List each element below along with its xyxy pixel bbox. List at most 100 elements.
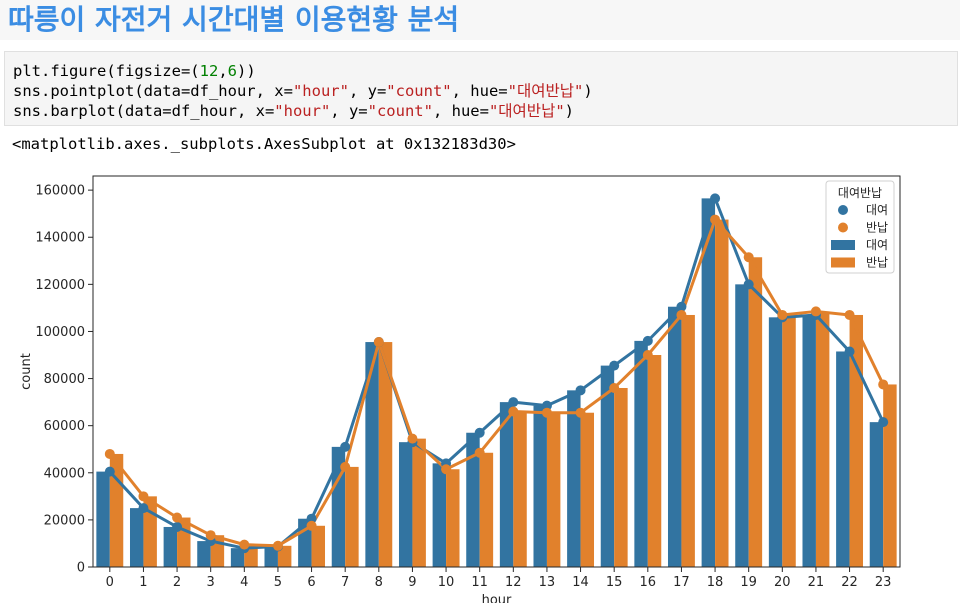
x-tick-label: 17 — [673, 575, 690, 590]
bar-return — [378, 342, 393, 567]
bar-rent — [331, 446, 346, 567]
y-tick-label: 100000 — [35, 325, 85, 340]
point-return — [239, 539, 250, 550]
x-tick-label: 6 — [307, 575, 315, 590]
x-tick-label: 19 — [740, 575, 757, 590]
bar-return — [715, 219, 729, 567]
point-rent — [710, 193, 721, 204]
y-tick-label: 160000 — [35, 184, 85, 199]
legend-label: 대여 — [866, 203, 888, 217]
code-cell[interactable]: plt.figure(figsize=(12,6)) sns.pointplot… — [4, 51, 958, 126]
bar-return — [546, 412, 561, 567]
legend-marker — [838, 222, 848, 233]
bar-return — [311, 525, 326, 567]
bar-return — [277, 545, 292, 567]
point-return — [508, 406, 519, 417]
legend-swatch — [831, 257, 855, 268]
code-token: , y= — [330, 102, 368, 120]
code-line-3: sns.barplot(data=df_hour, x="hour", y="c… — [13, 101, 574, 121]
bar-return — [849, 314, 864, 567]
x-tick-label: 23 — [875, 575, 892, 590]
y-tick-label: 60000 — [44, 419, 85, 434]
code-token: "대여반납" — [507, 82, 584, 100]
axes-frame — [92, 175, 901, 568]
line-return — [108, 218, 885, 548]
legend-label: 반납 — [866, 221, 888, 235]
x-tick-label: 1 — [139, 575, 147, 590]
plot-area — [93, 176, 900, 567]
point-rent — [878, 417, 889, 428]
point-return — [441, 464, 452, 475]
point-return — [676, 309, 687, 320]
code-token: , hue= — [432, 102, 489, 120]
point-rent — [609, 360, 620, 371]
code-token: 6 — [227, 62, 237, 80]
bar-return — [782, 314, 796, 567]
point-return — [777, 309, 788, 320]
x-tick-label: 5 — [274, 575, 282, 590]
point-return — [844, 309, 855, 320]
point-return — [810, 306, 821, 317]
bar-return — [513, 411, 527, 567]
code-line-2: sns.pointplot(data=df_hour, x="hour", y=… — [13, 81, 593, 101]
point-rent — [474, 427, 485, 438]
y-tick-label: 120000 — [35, 278, 85, 293]
x-tick-label: 13 — [539, 575, 556, 590]
point-return — [642, 350, 653, 361]
point-return — [609, 382, 620, 393]
code-token: , y= — [348, 82, 387, 100]
point-rent — [575, 385, 586, 396]
point-rent — [508, 397, 519, 408]
point-rent — [138, 503, 149, 514]
bar-rent — [634, 340, 648, 567]
point-return — [272, 540, 283, 551]
bar-rent — [466, 432, 480, 567]
point-rent — [104, 466, 115, 477]
bar-rent — [667, 306, 682, 567]
x-tick-label: 22 — [841, 575, 858, 590]
y-axis-label: count — [19, 353, 34, 390]
code-token: plt.figure(figsize=( — [13, 62, 200, 80]
point-rent — [844, 346, 855, 357]
code-token: "hour" — [292, 82, 349, 100]
x-tick-label: 12 — [505, 575, 522, 590]
bar-rent — [398, 442, 413, 567]
bar-rent — [230, 548, 245, 567]
bar-return — [479, 452, 494, 567]
code-token: ) — [583, 82, 593, 100]
code-token: sns.pointplot(data=df_hour, x= — [13, 82, 293, 100]
x-tick-label: 15 — [606, 575, 623, 590]
x-tick-label: 3 — [207, 575, 215, 590]
legend-label: 대여 — [866, 238, 888, 252]
point-return — [407, 433, 418, 444]
x-tick-label: 20 — [774, 575, 791, 590]
point-rent — [172, 521, 183, 532]
bar-rent — [197, 541, 211, 567]
legend-swatch — [831, 240, 855, 250]
line-rent — [108, 196, 885, 550]
bar-rent — [264, 546, 278, 567]
point-return — [306, 520, 317, 531]
point-return — [575, 407, 586, 418]
bar-rent — [600, 365, 615, 567]
code-token: , — [218, 62, 228, 80]
bar-rent — [499, 402, 514, 567]
point-return — [541, 407, 552, 418]
point-return — [474, 447, 485, 458]
x-tick-label: 7 — [341, 575, 349, 590]
point-return — [138, 491, 149, 502]
legend-marker — [838, 205, 848, 215]
code-token: )) — [237, 62, 256, 80]
bar-return — [345, 466, 359, 567]
bar-rent — [365, 342, 379, 567]
code-token: "count" — [367, 102, 433, 120]
legend-label: 반납 — [866, 256, 888, 270]
bar-rent — [567, 390, 581, 567]
x-axis-label: hour — [482, 593, 512, 603]
code-token: ) — [564, 102, 575, 120]
y-tick-label: 20000 — [44, 513, 85, 528]
y-tick-label: 140000 — [35, 231, 85, 246]
code-line-1: plt.figure(figsize=(12,6)) — [13, 61, 256, 81]
bar-rent — [129, 508, 144, 567]
bar-return — [883, 384, 897, 567]
